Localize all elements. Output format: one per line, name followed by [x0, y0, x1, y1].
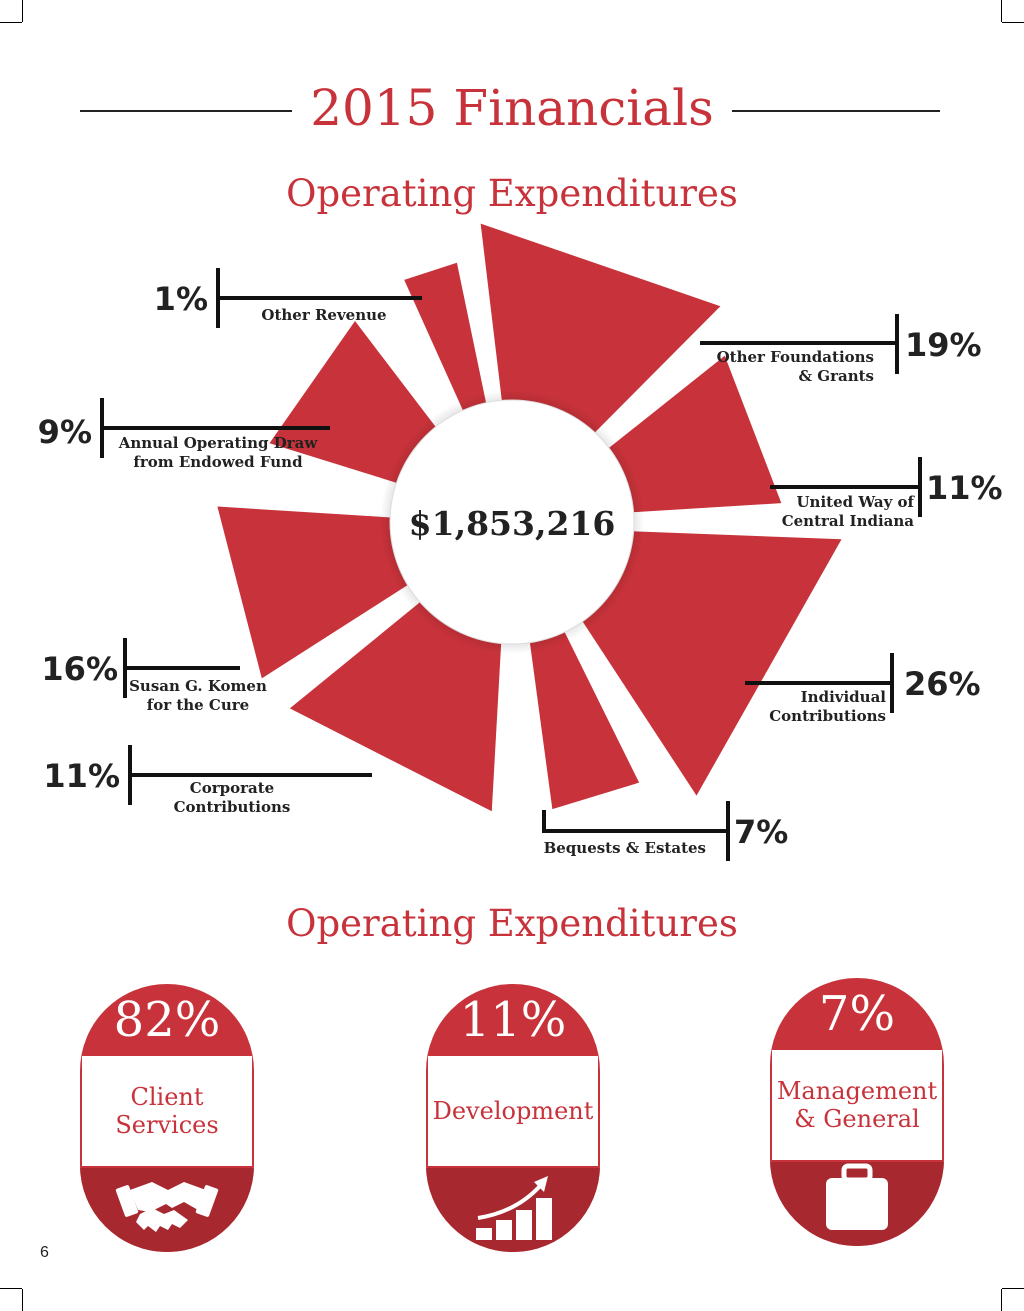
slice-percent-label: 19%: [905, 326, 982, 364]
slice-percent-label: 1%: [154, 280, 208, 318]
slice-percent-label: 7%: [734, 813, 788, 851]
crop-mark: [0, 22, 22, 23]
expenditure-pill-management-general: 7% Management & General: [770, 978, 944, 1246]
briefcase-icon: [826, 1163, 888, 1230]
pie-chart: $1,853,216 19% Other Foundations & Grants 1…: [38, 223, 1003, 861]
pie-center-total: $1,853,216: [409, 504, 616, 543]
expenditure-percent: 82%: [113, 992, 221, 1048]
crop-mark: [1001, 0, 1002, 22]
slice-category-label: Annual Operating Draw from Endowed Fund: [118, 434, 319, 471]
expenditure-label: Client Services: [82, 1056, 252, 1166]
expenditure-label: Management & General: [772, 1050, 942, 1160]
crop-mark: [1001, 1289, 1002, 1311]
slice-category-label: Corporate Contributions: [174, 779, 291, 816]
slice-percent-label: 26%: [904, 665, 981, 703]
crop-mark: [0, 1288, 22, 1289]
pill-base: [426, 1168, 600, 1252]
slice-category-label: Other Foundations & Grants: [717, 348, 874, 385]
expenditure-pill-development: 11% Development: [426, 984, 600, 1252]
slice-category-label: United Way of Central Indiana: [782, 493, 916, 530]
crop-mark: [1002, 22, 1024, 23]
title-rule-left: [80, 110, 292, 112]
pill-base: [80, 1168, 254, 1252]
slice-percent-label: 11%: [926, 469, 1003, 507]
expenditure-percent: 11%: [459, 992, 567, 1048]
expenditure-label: Development: [428, 1056, 598, 1166]
pie-chart-title: Operating Expenditures: [286, 172, 738, 215]
slice-category-label: Other Revenue: [261, 306, 386, 324]
expenditure-percent: 7%: [818, 986, 896, 1042]
slice-category-label: Bequests & Estates: [544, 839, 706, 857]
expenditure-breakdown-title: Operating Expenditures: [286, 902, 738, 945]
page-number: 6: [40, 1244, 49, 1261]
slice-category-label: Susan G. Komen for the Cure: [129, 677, 267, 714]
pie-center-circle: [389, 399, 635, 645]
handshake-icon: [115, 1182, 219, 1232]
growth-chart-icon: [476, 1176, 552, 1240]
slice-percent-label: 11%: [43, 757, 120, 795]
page-title: 2015 Financials: [310, 79, 714, 137]
crop-mark: [22, 0, 23, 22]
title-rule-right: [732, 110, 940, 112]
crop-mark: [22, 1289, 23, 1311]
leader-line: [542, 810, 728, 833]
expenditure-pill-client-services: 82% Client Services: [80, 984, 254, 1252]
slice-category-label: Individual Contributions: [769, 688, 886, 725]
slice-percent-label: 9%: [38, 413, 92, 451]
slice-percent-label: 16%: [41, 650, 118, 688]
crop-mark: [1002, 1288, 1024, 1289]
